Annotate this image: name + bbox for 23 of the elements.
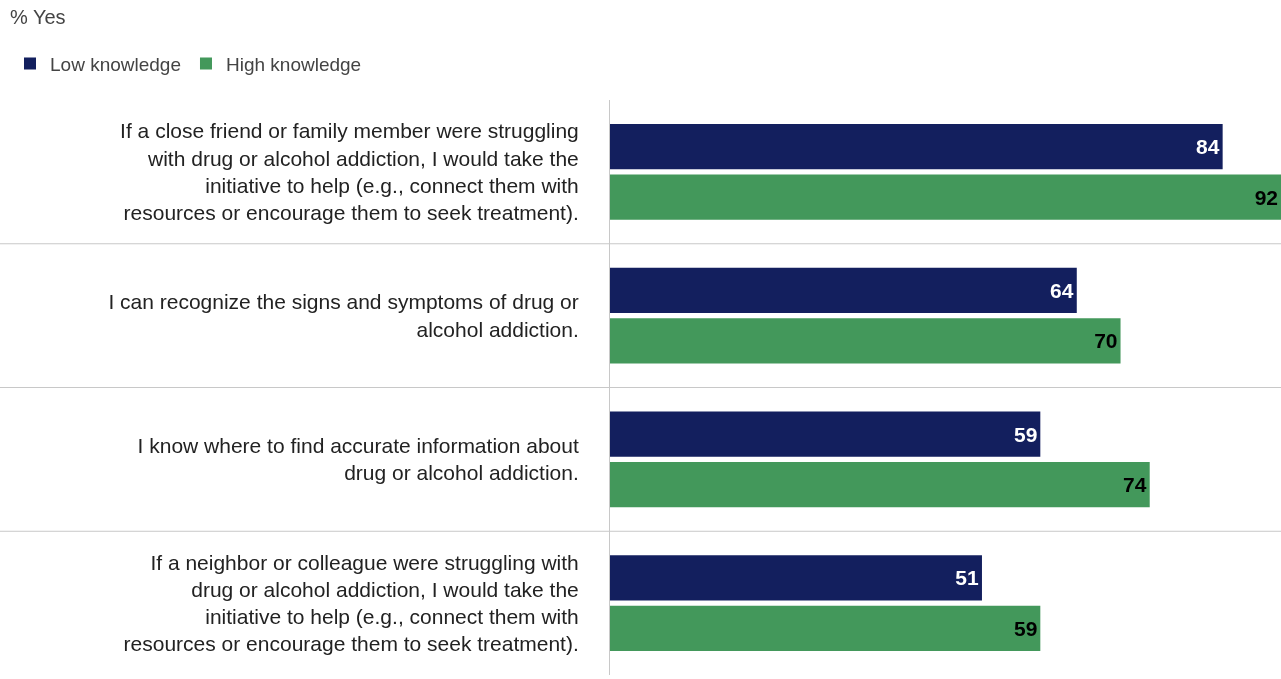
bar	[610, 461, 1150, 508]
y-tick-label: I can recognize the signs and symptoms of drug or alcohol addiction.	[108, 290, 579, 341]
legend-label: Low knowledge	[50, 54, 181, 76]
data-label: 64	[1050, 278, 1074, 302]
bar	[610, 411, 1041, 457]
bar	[610, 605, 1041, 651]
y-tick-label: If a neighbor or colleague were struggling with drug or alcohol addiction, I would take the initiative to help (e.g., connect them with resources or encourage them to seek treatment).	[123, 550, 579, 656]
data-label: 70	[1094, 329, 1118, 353]
bar	[610, 555, 982, 601]
data-label: 59	[1013, 422, 1038, 446]
data-label: 92	[1254, 185, 1278, 209]
data-label: 59	[1013, 616, 1038, 640]
legend-label: High knowledge	[225, 54, 362, 76]
data-label: 74	[1123, 473, 1147, 497]
bar	[610, 318, 1121, 364]
bar	[610, 267, 1077, 314]
data-label: 84	[1195, 135, 1220, 159]
data-label: 51	[955, 566, 979, 590]
y-tick-label: If a close friend or family member were struggling with drug or alcohol addiction, I would take the initiative to help (e.g., connect them with resources or encourage them to seek treatment).	[120, 119, 579, 225]
bar	[610, 174, 1281, 220]
y-tick-label: I know where to find accurate information about drug or alcohol addiction.	[137, 434, 579, 485]
text: % Yes	[10, 6, 66, 28]
bar	[610, 124, 1223, 170]
